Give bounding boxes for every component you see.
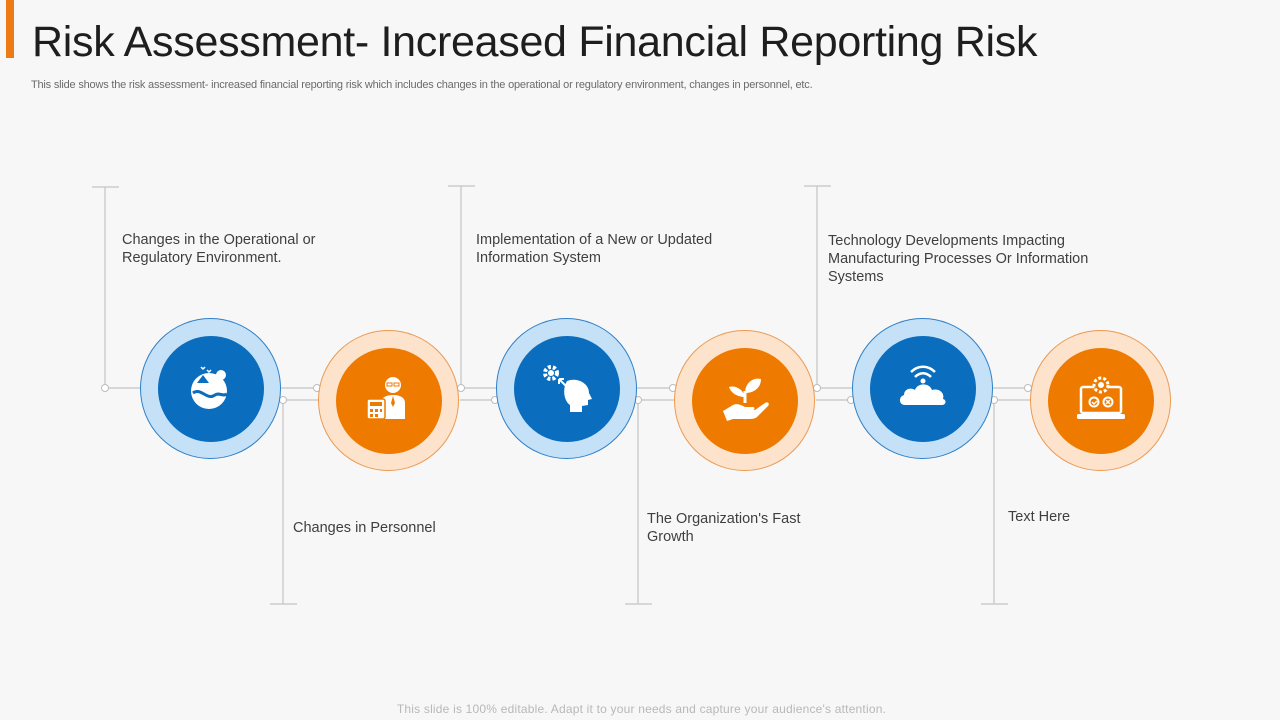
node-4-circle [692, 348, 798, 454]
node-2-label: Changes in Personnel [293, 520, 436, 536]
node-3-label: Implementation of a New or Updated Infor… [476, 232, 713, 266]
footer-note: This slide is 100% editable. Adapt it to… [396, 702, 887, 716]
page-subtitle: This slide shows the risk assessment- in… [31, 79, 813, 91]
node-2-circle [336, 348, 442, 454]
node-4-label: The Organization's Fast Growth [647, 511, 801, 545]
node-6-label: Text Here [1008, 509, 1071, 525]
node-1-ring [140, 318, 281, 459]
node-1-circle [158, 336, 264, 442]
node-5-label: Technology Developments Impacting Manufa… [828, 233, 1089, 285]
node-3-ring [496, 318, 637, 459]
page-title: Risk Assessment- Increased Financial Rep… [32, 18, 1038, 66]
node-5-circle [870, 336, 976, 442]
accountant-calculator-icon [359, 369, 419, 434]
head-gear-icon [537, 357, 597, 422]
hand-plant-icon [715, 369, 775, 434]
node-6-circle [1048, 348, 1154, 454]
node-2-ring [318, 330, 459, 471]
node-1-label: Changes in the Operational or Regulatory… [122, 232, 316, 266]
node-5-ring [852, 318, 993, 459]
node-6-ring [1030, 330, 1171, 471]
ecology-globe-icon [181, 357, 241, 422]
node-3-circle [514, 336, 620, 442]
title-accent-bar [6, 0, 14, 58]
laptop-gear-icon [1071, 369, 1131, 434]
cloud-wifi-icon [893, 357, 953, 422]
node-4-ring [674, 330, 815, 471]
